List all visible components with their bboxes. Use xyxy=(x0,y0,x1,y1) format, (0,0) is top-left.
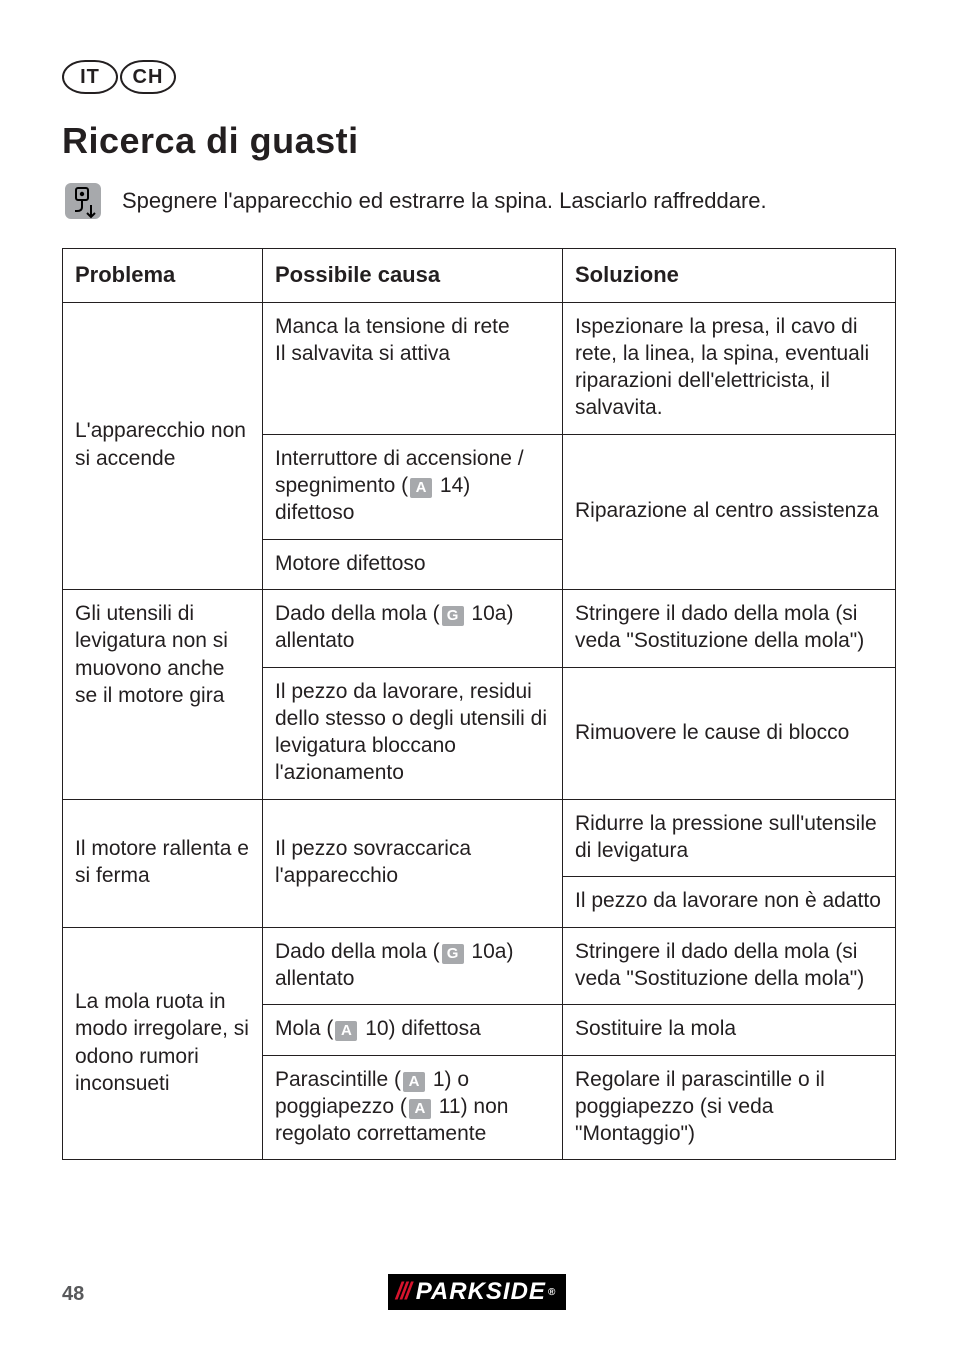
th-solution: Soluzione xyxy=(563,249,896,303)
cell-problem: Gli utensili di levigatura non si muovon… xyxy=(63,589,263,799)
page-title: Ricerca di guasti xyxy=(62,120,896,162)
text-fragment: Interruttore di accensione / spegnimento… xyxy=(275,447,524,497)
ref-badge: A xyxy=(409,1099,431,1119)
ref-badge: G xyxy=(442,606,464,626)
ref-badge: A xyxy=(410,478,432,498)
brand-logo: /// PARKSIDE® xyxy=(388,1274,567,1310)
cell-cause: Manca la tensione di rete Il salvavita s… xyxy=(263,302,563,434)
cell-solution: Riparazione al centro assistenza xyxy=(563,434,896,589)
footer: /// PARKSIDE® xyxy=(0,1274,954,1310)
ref-badge: A xyxy=(403,1072,425,1092)
cell-solution: Regolare il parascintille o il poggiapez… xyxy=(563,1055,896,1160)
table-row: L'apparecchio non si accende Manca la te… xyxy=(63,302,896,434)
cell-solution: Il pezzo da lavorare non è adatto xyxy=(563,877,896,927)
ref-badge: G xyxy=(442,944,464,964)
cell-cause: Il pezzo da lavorare, residui dello stes… xyxy=(263,667,563,799)
unplug-icon xyxy=(62,180,104,222)
cell-cause: Mola (A 10) difettosa xyxy=(263,1005,563,1055)
brand-bars-icon: /// xyxy=(396,1278,410,1306)
ref-badge: A xyxy=(335,1021,357,1041)
th-cause: Possibile causa xyxy=(263,249,563,303)
cell-cause: Il pezzo sovraccarica l'apparecchio xyxy=(263,799,563,927)
table-row: Il motore rallenta e si ferma Il pezzo s… xyxy=(63,799,896,877)
country-badges: IT CH xyxy=(62,60,896,94)
cell-cause: Motore difettoso xyxy=(263,539,563,589)
brand-reg-icon: ® xyxy=(548,1287,556,1298)
badge-it: IT xyxy=(62,60,118,94)
text-fragment: Dado della mola ( xyxy=(275,602,440,625)
page-root: IT CH Ricerca di guasti Spegnere l'appar… xyxy=(0,0,954,1354)
cell-solution: Ridurre la pressione sull'utensile di le… xyxy=(563,799,896,877)
table-row: Gli utensili di levigatura non si muovon… xyxy=(63,589,896,667)
cell-problem: L'apparecchio non si accende xyxy=(63,302,263,589)
cell-solution: Rimuovere le cause di blocco xyxy=(563,667,896,799)
cell-solution: Stringere il dado della mola (si veda "S… xyxy=(563,927,896,1005)
troubleshoot-table: Problema Possibile causa Soluzione L'app… xyxy=(62,248,896,1160)
cell-cause: Dado della mola (G 10a) allentato xyxy=(263,589,563,667)
intro-row: Spegnere l'apparecchio ed estrarre la sp… xyxy=(62,180,896,222)
text-fragment: 10) difettosa xyxy=(359,1017,480,1040)
cell-solution: Stringere il dado della mola (si veda "S… xyxy=(563,589,896,667)
text-fragment: Mola ( xyxy=(275,1017,333,1040)
cell-solution: Sostituire la mola xyxy=(563,1005,896,1055)
cell-solution: Ispezionare la presa, il cavo di rete, l… xyxy=(563,302,896,434)
cell-problem: La mola ruota in modo irregolare, si odo… xyxy=(63,927,263,1160)
badge-ch: CH xyxy=(120,60,176,94)
intro-text: Spegnere l'apparecchio ed estrarre la sp… xyxy=(122,188,767,214)
text-fragment: Dado della mola ( xyxy=(275,940,440,963)
cell-cause: Parascintille (A 1) o poggiapezzo (A 11)… xyxy=(263,1055,563,1160)
brand-text: PARKSIDE xyxy=(416,1278,546,1306)
table-header-row: Problema Possibile causa Soluzione xyxy=(63,249,896,303)
cell-cause: Interruttore di accensione / spegnimento… xyxy=(263,434,563,539)
table-row: La mola ruota in modo irregolare, si odo… xyxy=(63,927,896,1005)
text-fragment: Parascintille ( xyxy=(275,1068,401,1091)
cell-cause: Dado della mola (G 10a) allentato xyxy=(263,927,563,1005)
th-problem: Problema xyxy=(63,249,263,303)
cell-problem: Il motore rallenta e si ferma xyxy=(63,799,263,927)
